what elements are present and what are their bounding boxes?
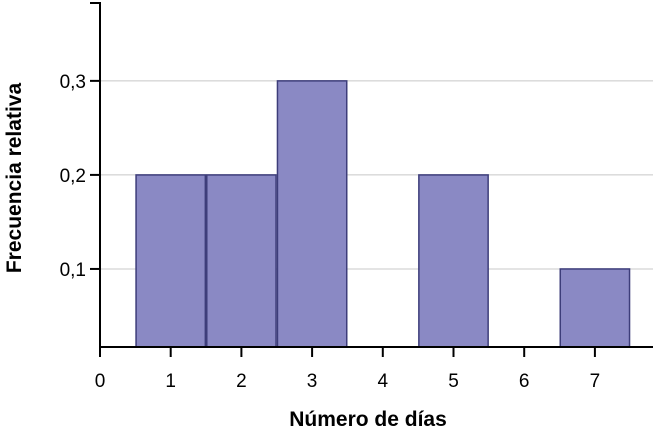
bar [418,174,489,348]
x-tick-label: 2 [236,371,247,392]
bar [559,268,631,348]
y-tick-label: 0,2 [60,166,86,187]
x-tick-label: 6 [519,371,530,392]
axes [90,2,653,357]
x-tick-label: 7 [590,371,601,392]
x-tick-label: 1 [165,371,176,392]
tick-labels: 0,1 0,2 0,3 0 1 2 3 4 5 6 7 [60,72,601,392]
y-tick-label: 0,1 [60,260,86,281]
x-axis-title: Número de días [289,408,447,431]
bar [135,174,207,348]
y-tick-label: 0,3 [60,72,86,93]
y-axis-title: Frecuencia relativa [3,83,26,274]
x-tick-label: 4 [378,371,389,392]
x-tick-label: 5 [448,371,459,392]
bar [206,174,277,348]
bars [135,80,631,348]
x-tick-label: 3 [307,371,318,392]
bar [276,80,348,348]
x-tick-label: 0 [95,371,106,392]
